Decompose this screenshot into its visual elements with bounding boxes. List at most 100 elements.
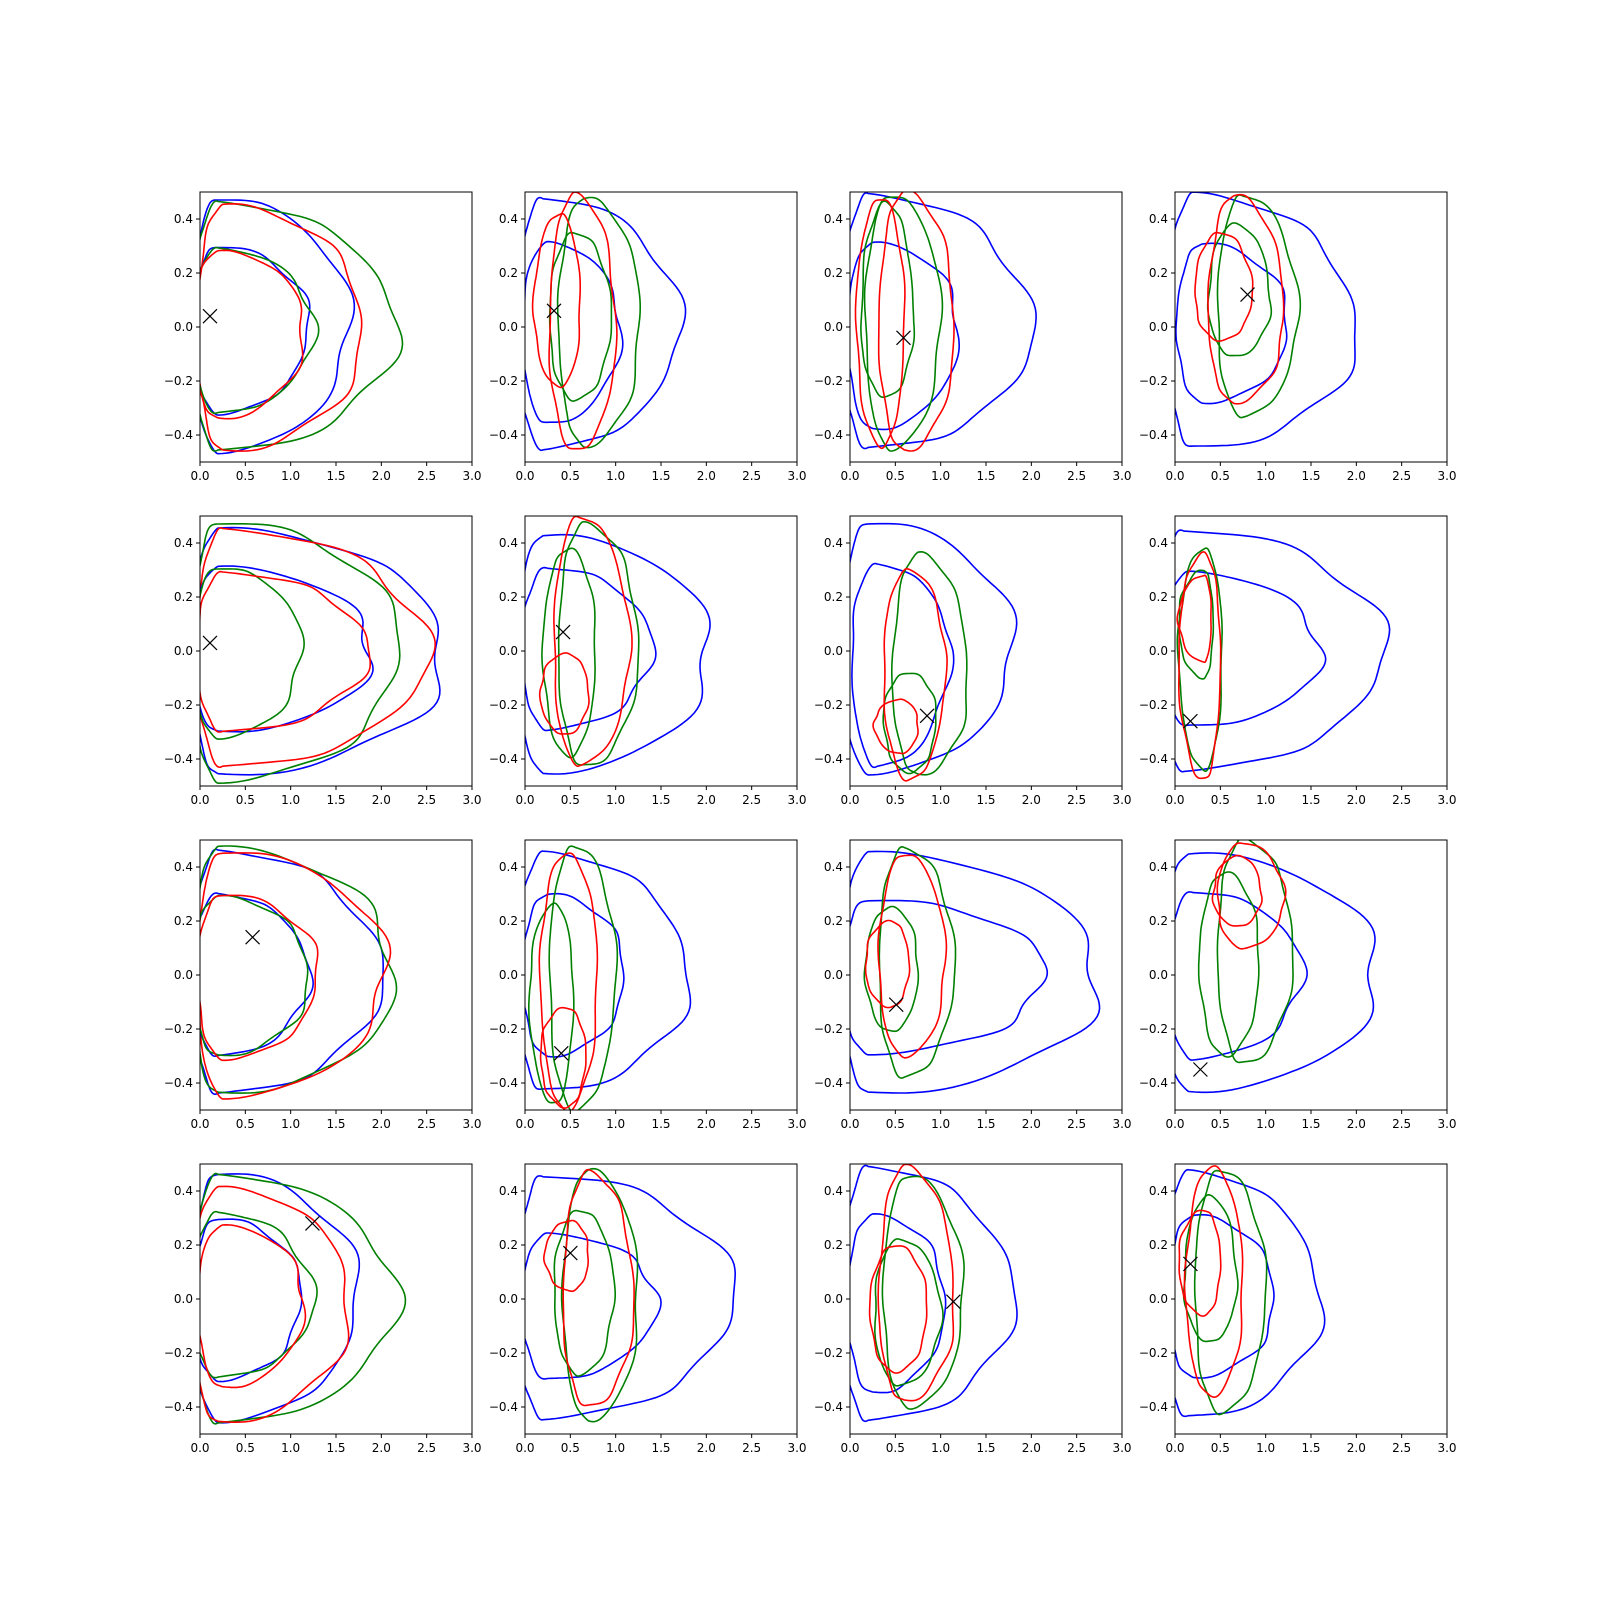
green-contour-4 bbox=[874, 1238, 944, 1387]
green-contour-4 bbox=[1197, 871, 1260, 1058]
blue-contour-2 bbox=[525, 566, 657, 732]
y-tick-label: 0.2 bbox=[1149, 266, 1168, 280]
y-tick-label: 0.0 bbox=[1149, 644, 1168, 658]
red-contour-5 bbox=[562, 1168, 635, 1407]
x-tick-label: 2.0 bbox=[1022, 1117, 1041, 1131]
y-tick-label: 0.2 bbox=[824, 266, 843, 280]
y-tick-label: 0.2 bbox=[1149, 1238, 1168, 1252]
y-tick-label: −0.2 bbox=[164, 374, 193, 388]
x-tick-label: 1.0 bbox=[1256, 1117, 1275, 1131]
y-tick-label: 0.2 bbox=[499, 1238, 518, 1252]
x-tick-label: 0.0 bbox=[190, 793, 209, 807]
x-tick-label: 3.0 bbox=[787, 793, 806, 807]
green-contour-3 bbox=[881, 1175, 965, 1410]
x-tick-label: 0.5 bbox=[236, 1441, 255, 1455]
y-tick-label: 0.0 bbox=[174, 1292, 193, 1306]
subplot-9: 0.0 0.5 1.0 1.5 2.0 2.5 3.0 −0.4 −0.2 0.0 0.2 0.4 bbox=[164, 839, 482, 1131]
blue-contour-1 bbox=[525, 533, 711, 775]
blue-contour-2 bbox=[851, 562, 955, 769]
x-marker bbox=[1192, 1062, 1208, 1077]
red-contour-6 bbox=[1176, 574, 1212, 664]
y-tick-label: 0.0 bbox=[499, 1292, 518, 1306]
x-tick-label: 3.0 bbox=[1112, 469, 1131, 483]
x-tick-label: 0.0 bbox=[840, 793, 859, 807]
red-contour-3 bbox=[200, 527, 436, 768]
green-contour-4 bbox=[882, 672, 937, 775]
y-tick-label: 0.2 bbox=[824, 1238, 843, 1252]
green-contour-4 bbox=[541, 547, 596, 759]
x-tick-label: 3.0 bbox=[462, 793, 481, 807]
x-tick-label: 0.0 bbox=[190, 469, 209, 483]
x-tick-label: 2.5 bbox=[1392, 793, 1411, 807]
x-tick-label: 1.5 bbox=[326, 1117, 345, 1131]
green-contour-3 bbox=[556, 196, 641, 449]
x-tick-label: 0.5 bbox=[561, 1441, 580, 1455]
red-contour-6 bbox=[854, 199, 906, 450]
y-tick-label: 0.0 bbox=[824, 1292, 843, 1306]
y-tick-label: 0.2 bbox=[174, 590, 193, 604]
x-tick-label: 1.0 bbox=[281, 793, 300, 807]
x-tick-label: 0.5 bbox=[1211, 469, 1230, 483]
subplot-7: 0.0 0.5 1.0 1.5 2.0 2.5 3.0 −0.4 −0.2 0.0 0.2 0.4 bbox=[814, 515, 1132, 807]
x-tick-label: 0.0 bbox=[190, 1441, 209, 1455]
blue-contour-1 bbox=[1175, 1168, 1326, 1418]
y-tick-label: 0.4 bbox=[1149, 212, 1168, 226]
y-tick-label: 0.4 bbox=[499, 860, 518, 874]
y-tick-label: 0.0 bbox=[499, 968, 518, 982]
y-tick-label: 0.2 bbox=[174, 1238, 193, 1252]
x-tick-label: 2.0 bbox=[697, 793, 716, 807]
green-contour-4 bbox=[528, 902, 575, 1104]
subplot-6: 0.0 0.5 1.0 1.5 2.0 2.5 3.0 −0.4 −0.2 0.0 0.2 0.4 bbox=[489, 515, 807, 807]
contour-group bbox=[525, 845, 692, 1110]
contour-group bbox=[200, 845, 398, 1100]
red-contour-5 bbox=[1178, 551, 1222, 780]
x-tick-label: 1.0 bbox=[606, 1117, 625, 1131]
green-contour-2 bbox=[200, 1172, 407, 1425]
green-contour-3 bbox=[548, 845, 619, 1110]
y-tick-label: 0.0 bbox=[174, 320, 193, 334]
x-tick-label: 2.0 bbox=[697, 1441, 716, 1455]
x-tick-label: 2.5 bbox=[742, 1117, 761, 1131]
x-tick-label: 0.0 bbox=[1165, 793, 1184, 807]
red-contour-6 bbox=[543, 1219, 589, 1293]
x-tick-label: 1.0 bbox=[1256, 469, 1275, 483]
red-contour-6 bbox=[538, 652, 590, 735]
subplot-8: 0.0 0.5 1.0 1.5 2.0 2.5 3.0 −0.4 −0.2 0.0 0.2 0.4 bbox=[1139, 515, 1457, 807]
blue-contour-1 bbox=[200, 1173, 361, 1424]
contour-group bbox=[850, 192, 1037, 452]
x-tick-label: 2.0 bbox=[1347, 793, 1366, 807]
blue-contour-2 bbox=[1175, 242, 1288, 405]
y-tick-label: −0.4 bbox=[814, 428, 843, 442]
x-tick-label: 3.0 bbox=[1112, 1117, 1131, 1131]
x-tick-label: 1.5 bbox=[651, 793, 670, 807]
x-tick-label: 0.5 bbox=[561, 469, 580, 483]
blue-contour-1 bbox=[1175, 192, 1356, 447]
y-tick-label: −0.4 bbox=[1139, 428, 1168, 442]
x-tick-label: 3.0 bbox=[1437, 469, 1456, 483]
x-marker bbox=[896, 330, 911, 346]
red-contour-5 bbox=[877, 854, 948, 1059]
x-tick-label: 1.0 bbox=[281, 1441, 300, 1455]
y-tick-label: −0.4 bbox=[814, 1400, 843, 1414]
x-tick-label: 1.0 bbox=[281, 469, 300, 483]
y-tick-label: 0.0 bbox=[1149, 320, 1168, 334]
x-tick-label: 2.5 bbox=[417, 1117, 436, 1131]
y-tick-label: −0.4 bbox=[489, 752, 518, 766]
x-tick-label: 0.5 bbox=[886, 793, 905, 807]
green-contour-5 bbox=[200, 1210, 318, 1379]
y-tick-label: 0.0 bbox=[499, 320, 518, 334]
x-tick-label: 0.0 bbox=[1165, 469, 1184, 483]
green-contour-3 bbox=[891, 551, 968, 776]
axes-frame bbox=[1174, 515, 1448, 787]
y-tick-label: 0.4 bbox=[174, 860, 193, 874]
blue-contour-2 bbox=[850, 1213, 947, 1394]
red-contour-6 bbox=[872, 698, 919, 755]
blue-contour-2 bbox=[850, 899, 1049, 1056]
x-tick-label: 3.0 bbox=[1112, 793, 1131, 807]
y-tick-label: −0.2 bbox=[1139, 1022, 1168, 1036]
y-tick-label: 0.4 bbox=[824, 1184, 843, 1198]
y-tick-label: 0.0 bbox=[824, 968, 843, 982]
y-tick-label: 0.4 bbox=[499, 212, 518, 226]
x-tick-label: 1.0 bbox=[606, 469, 625, 483]
contour-group bbox=[525, 192, 687, 452]
